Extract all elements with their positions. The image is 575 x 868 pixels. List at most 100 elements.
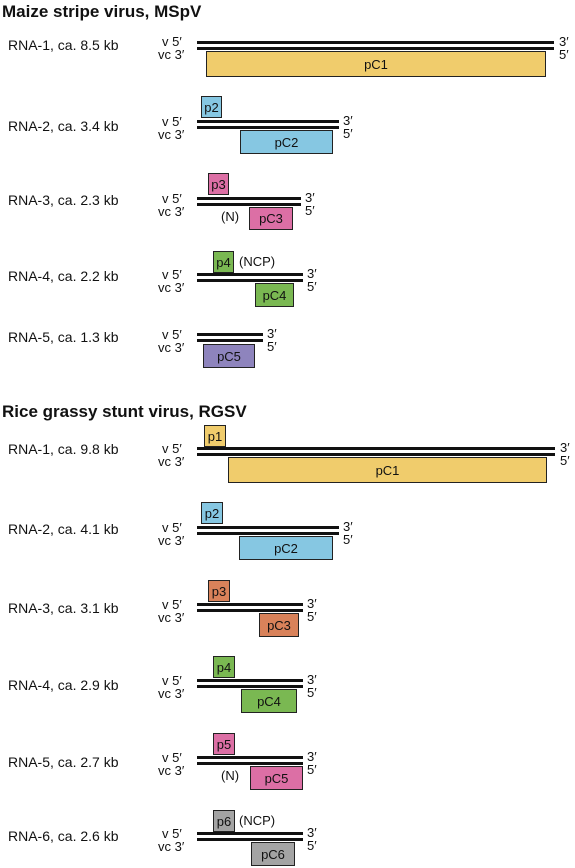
v-strand-line [197,197,301,200]
pc3-box: pC3 [259,613,299,637]
vc-strand-label: vc 3′ [158,127,185,142]
three-prime-label: 3′ [307,596,317,611]
vc-strand-label: vc 3′ [158,454,185,469]
p5-box: p5 [213,733,235,755]
pc4-box: pC4 [255,283,294,307]
vc-strand-line [197,532,339,535]
v-strand-label: v 5′ [162,267,182,282]
rna-label: RNA-2, ca. 4.1 kb [8,521,119,537]
vc-strand-line [197,47,554,50]
v-strand-label: v 5′ [162,597,182,612]
rna-label: RNA-3, ca. 3.1 kb [8,600,119,616]
v-strand-line [197,526,339,529]
five-prime-label: 5′ [267,339,277,354]
vc-strand-line [197,685,303,688]
n-annotation: (N) [221,768,240,783]
v-strand-label: v 5′ [162,520,182,535]
vc-strand-line [197,126,339,129]
p2-box: p2 [201,96,222,118]
v-strand-line [197,273,303,276]
rna-label: RNA-2, ca. 3.4 kb [8,118,119,134]
five-prime-label: 5′ [307,838,317,853]
v-strand-line [197,120,339,123]
five-prime-label: 5′ [343,532,353,547]
v-strand-line [197,333,263,336]
vc-strand-line [197,339,263,342]
vc-strand-label: vc 3′ [158,340,185,355]
vc-strand-label: vc 3′ [158,280,185,295]
v-strand-label: v 5′ [162,673,182,688]
v-strand-label: v 5′ [162,327,182,342]
three-prime-label: 3′ [559,34,569,49]
five-prime-label: 5′ [343,126,353,141]
pc1-box: pC1 [228,457,547,483]
pc5-box: pC5 [250,766,303,790]
mspv-title: Maize stripe virus, MSpV [2,2,202,21]
p4-box: p4 [213,251,234,273]
rna-label: RNA-4, ca. 2.2 kb [8,268,119,284]
three-prime-label: 3′ [560,440,570,455]
three-prime-label: 3′ [307,672,317,687]
pc2-box: pC2 [239,536,333,560]
vc-strand-label: vc 3′ [158,204,185,219]
p4-box: p4 [213,656,235,678]
five-prime-label: 5′ [305,203,315,218]
vc-strand-line [197,453,555,456]
three-prime-label: 3′ [307,749,317,764]
three-prime-label: 3′ [307,266,317,281]
p1-box: p1 [204,425,226,447]
v-strand-line [197,756,303,759]
vc-strand-label: vc 3′ [158,610,185,625]
p2-box: p2 [201,502,223,524]
three-prime-label: 3′ [307,825,317,840]
v-strand-line [197,603,303,606]
vc-strand-line [197,203,301,206]
rna-label: RNA-1, ca. 8.5 kb [8,37,119,53]
ncp-annotation: (NCP) [239,813,276,828]
rna-label: RNA-4, ca. 2.9 kb [8,677,119,693]
v-strand-label: v 5′ [162,114,182,129]
rna-label: RNA-6, ca. 2.6 kb [8,828,119,844]
v-strand-line [197,41,554,44]
rna-label: RNA-5, ca. 2.7 kb [8,754,119,770]
n-annotation: (N) [221,209,240,224]
vc-strand-label: vc 3′ [158,763,185,778]
rna-label: RNA-1, ca. 9.8 kb [8,441,119,457]
five-prime-label: 5′ [307,609,317,624]
rgsv-title: Rice grassy stunt virus, RGSV [2,402,247,421]
vc-strand-label: vc 3′ [158,839,185,854]
rna-label: RNA-3, ca. 2.3 kb [8,192,119,208]
pc2-box: pC2 [240,130,333,154]
vc-strand-label: vc 3′ [158,533,185,548]
v-strand-label: v 5′ [162,441,182,456]
five-prime-label: 5′ [560,453,570,468]
vc-strand-line [197,762,303,765]
v-strand-line [197,832,303,835]
vc-strand-line [197,838,303,841]
rna-label: RNA-5, ca. 1.3 kb [8,329,119,345]
five-prime-label: 5′ [307,762,317,777]
p6-box: p6 [213,810,235,832]
v-strand-label: v 5′ [162,191,182,206]
three-prime-label: 3′ [267,326,277,341]
five-prime-label: 5′ [307,685,317,700]
v-strand-label: v 5′ [162,750,182,765]
three-prime-label: 3′ [305,190,315,205]
pc1-box: pC1 [206,51,546,77]
v-strand-label: v 5′ [162,34,182,49]
pc3-box: pC3 [249,207,293,230]
vc-strand-line [197,609,303,612]
vc-strand-label: vc 3′ [158,686,185,701]
v-strand-label: v 5′ [162,826,182,841]
three-prime-label: 3′ [343,519,353,534]
three-prime-label: 3′ [343,113,353,128]
v-strand-line [197,447,555,450]
p3-box: p3 [208,173,229,195]
p3-box: p3 [208,580,230,602]
pc4-box: pC4 [241,689,297,713]
five-prime-label: 5′ [559,47,569,62]
ncp-annotation: (NCP) [239,254,276,269]
v-strand-line [197,679,303,682]
five-prime-label: 5′ [307,279,317,294]
pc6-box: pC6 [251,842,295,866]
